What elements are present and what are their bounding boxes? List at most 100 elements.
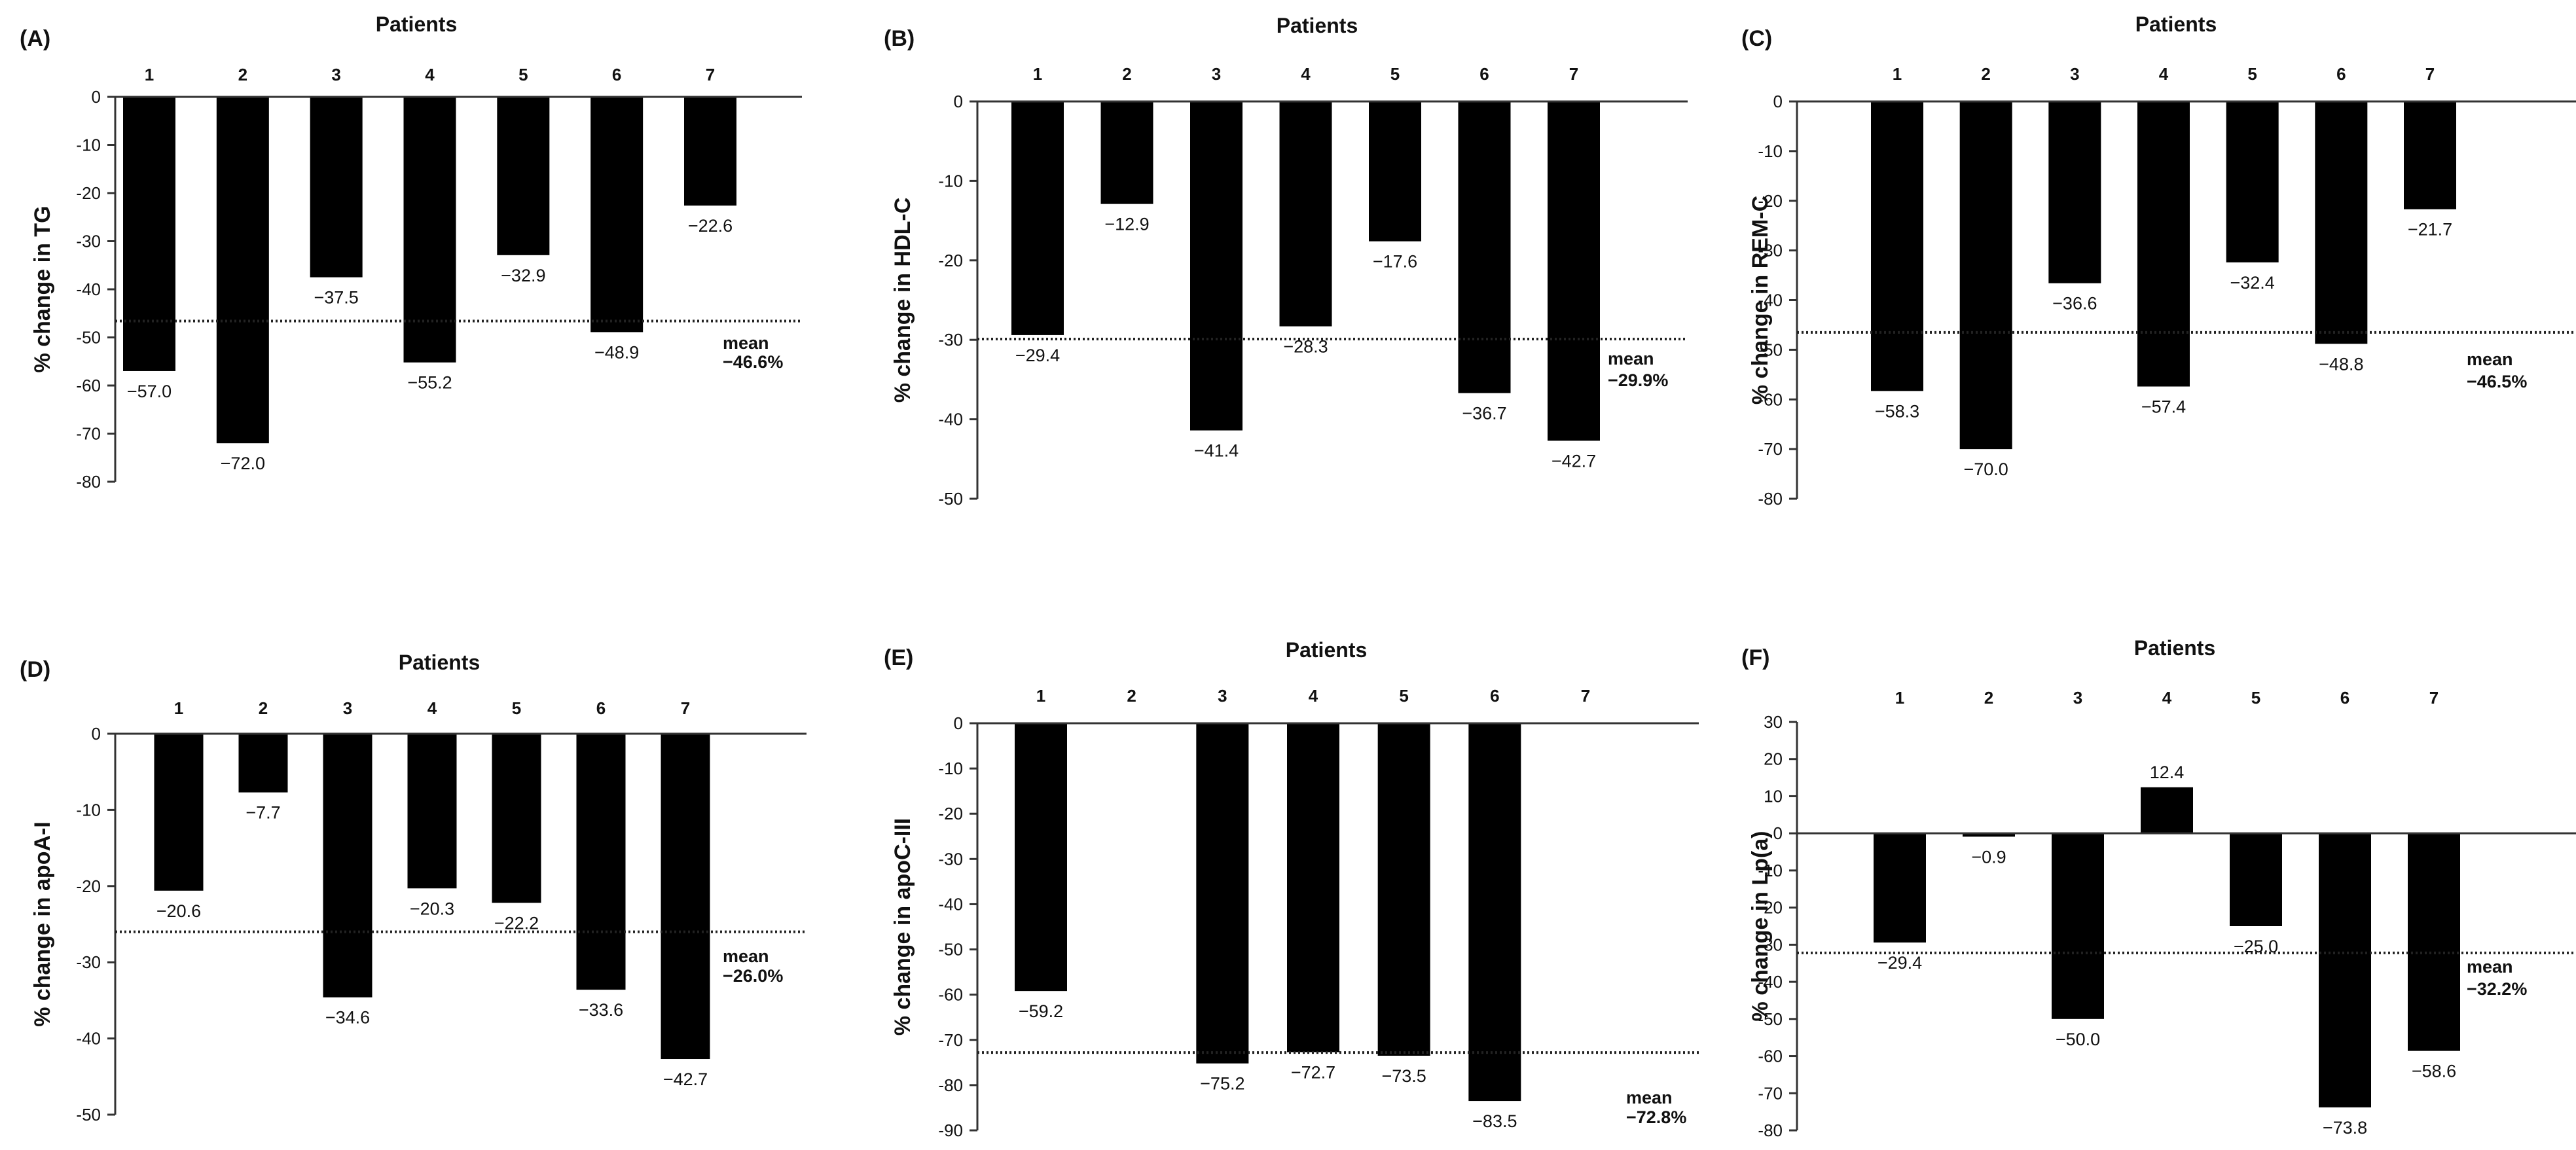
bar-b xyxy=(1190,101,1243,431)
y-tick-label-b: -50 xyxy=(938,489,963,509)
bar-b xyxy=(1100,101,1153,204)
bar-f xyxy=(2052,833,2104,1019)
y-tick-label-c: -20 xyxy=(1758,191,1783,211)
mean-word-c: mean xyxy=(2467,350,2513,369)
data-label-a: −22.6 xyxy=(688,216,733,236)
bar-d xyxy=(576,734,626,990)
y-tick-label-e: -30 xyxy=(938,849,963,869)
category-label-f: 1 xyxy=(1895,688,1904,708)
category-label-c: 7 xyxy=(2425,64,2435,84)
y-tick-label-e: 0 xyxy=(954,713,963,733)
chart-title-a: Patients xyxy=(376,12,457,36)
data-label-f: −25.0 xyxy=(2234,937,2278,956)
category-label-e: 6 xyxy=(1490,686,1499,706)
y-tick-label-b: -30 xyxy=(938,330,963,350)
y-tick-label-a: -50 xyxy=(76,328,101,348)
y-tick-label-f: 30 xyxy=(1764,712,1783,732)
category-label-b: 4 xyxy=(1301,64,1311,84)
y-axis-label-f: % change in Lp(a) xyxy=(1748,831,1773,1022)
category-label-f: 5 xyxy=(2251,688,2260,708)
bar-e xyxy=(1287,723,1339,1052)
y-tick-label-b: -20 xyxy=(938,251,963,270)
data-label-d: −22.2 xyxy=(494,913,539,933)
panel-C: (C) Patients % change in REM-C 0 -10 -20 -30 -4… xyxy=(1741,12,2576,509)
y-tick-label-a: -70 xyxy=(76,424,101,444)
category-label-a: 3 xyxy=(331,65,340,84)
category-label-a: 7 xyxy=(706,65,715,84)
y-tick-label-f: -70 xyxy=(1758,1083,1783,1103)
y-tick-label-d: -50 xyxy=(76,1105,101,1124)
data-label-f: −29.4 xyxy=(1878,953,1922,973)
y-tick-label-f: -20 xyxy=(1758,898,1783,918)
data-label-e: −59.2 xyxy=(1019,1001,1063,1021)
category-label-b: 6 xyxy=(1479,64,1489,84)
y-tick-label-a: -10 xyxy=(76,135,101,155)
data-label-c: −21.7 xyxy=(2408,220,2452,240)
data-label-a: −57.0 xyxy=(127,382,172,401)
y-tick-label-a: -20 xyxy=(76,183,101,203)
data-label-f: −58.6 xyxy=(2412,1062,2456,1081)
category-label-c: 3 xyxy=(2070,64,2079,84)
data-label-c: −32.4 xyxy=(2230,273,2275,293)
y-tick-label-a: -80 xyxy=(76,472,101,492)
category-label-f: 7 xyxy=(2429,688,2439,708)
data-label-c: −48.8 xyxy=(2319,354,2363,374)
category-label-c: 4 xyxy=(2159,64,2169,84)
data-label-a: −37.5 xyxy=(314,288,359,308)
y-tick-label-e: -50 xyxy=(938,940,963,960)
bar-a xyxy=(497,97,550,255)
panel-label-a: (A) xyxy=(20,26,50,51)
mean-word-d: mean xyxy=(723,946,769,966)
mean-value-f: −32.2% xyxy=(2467,979,2527,999)
category-label-f: 3 xyxy=(2073,688,2082,708)
y-tick-label-f: 10 xyxy=(1764,786,1783,806)
category-label-a: 2 xyxy=(238,65,247,84)
y-axis-label-c: % change in REM-C xyxy=(1748,196,1773,404)
bar-f xyxy=(1963,833,2015,837)
bar-a xyxy=(590,97,644,332)
chart-title-c: Patients xyxy=(2135,12,2217,36)
y-tick-label-c: 0 xyxy=(1773,92,1783,111)
bar-e xyxy=(1196,723,1249,1064)
mean-word-a: mean xyxy=(723,333,769,353)
y-tick-label-e: -70 xyxy=(938,1030,963,1050)
category-label-c: 5 xyxy=(2247,64,2257,84)
mean-value-e: −72.8% xyxy=(1626,1107,1686,1127)
bar-e xyxy=(1015,723,1067,992)
bar-b xyxy=(1011,101,1064,335)
chart-title-f: Patients xyxy=(2134,636,2215,660)
data-label-a: −32.9 xyxy=(501,266,545,285)
data-label-f: −50.0 xyxy=(2056,1030,2100,1049)
y-tick-label-f: -40 xyxy=(1758,972,1783,992)
panel-label-c: (C) xyxy=(1741,26,1772,51)
data-label-b: −17.6 xyxy=(1373,252,1417,272)
category-label-d: 4 xyxy=(427,698,437,718)
panel-label-b: (B) xyxy=(884,26,915,51)
category-label-e: 1 xyxy=(1036,686,1045,706)
y-tick-label-f: -50 xyxy=(1758,1009,1783,1029)
category-label-b: 2 xyxy=(1122,64,1131,84)
data-label-e: −75.2 xyxy=(1200,1074,1244,1094)
bar-f xyxy=(2141,787,2193,834)
y-tick-label-f: -60 xyxy=(1758,1047,1783,1066)
data-label-d: −33.6 xyxy=(579,1000,623,1020)
category-label-c: 1 xyxy=(1893,64,1902,84)
data-label-b: −41.4 xyxy=(1194,441,1239,461)
category-label-f: 6 xyxy=(2340,688,2349,708)
data-label-e: −83.5 xyxy=(1472,1111,1517,1131)
y-tick-label-a: 0 xyxy=(92,87,101,107)
bar-e xyxy=(1377,723,1430,1056)
y-tick-label-b: -10 xyxy=(938,171,963,190)
panel-E: (E) Patients % change in apoC-III 0 -10 -20 -3… xyxy=(884,638,1699,1140)
category-label-d: 6 xyxy=(596,698,606,718)
y-axis-label-b: % change in HDL-C xyxy=(890,198,915,403)
bar-d xyxy=(661,734,710,1060)
bar-b xyxy=(1279,101,1332,327)
category-label-a: 5 xyxy=(518,65,528,84)
y-tick-label-d: -20 xyxy=(76,876,101,896)
category-label-d: 2 xyxy=(259,698,268,718)
y-tick-label-f: -80 xyxy=(1758,1121,1783,1140)
bar-f xyxy=(2408,833,2460,1051)
data-label-a: −55.2 xyxy=(407,373,452,393)
